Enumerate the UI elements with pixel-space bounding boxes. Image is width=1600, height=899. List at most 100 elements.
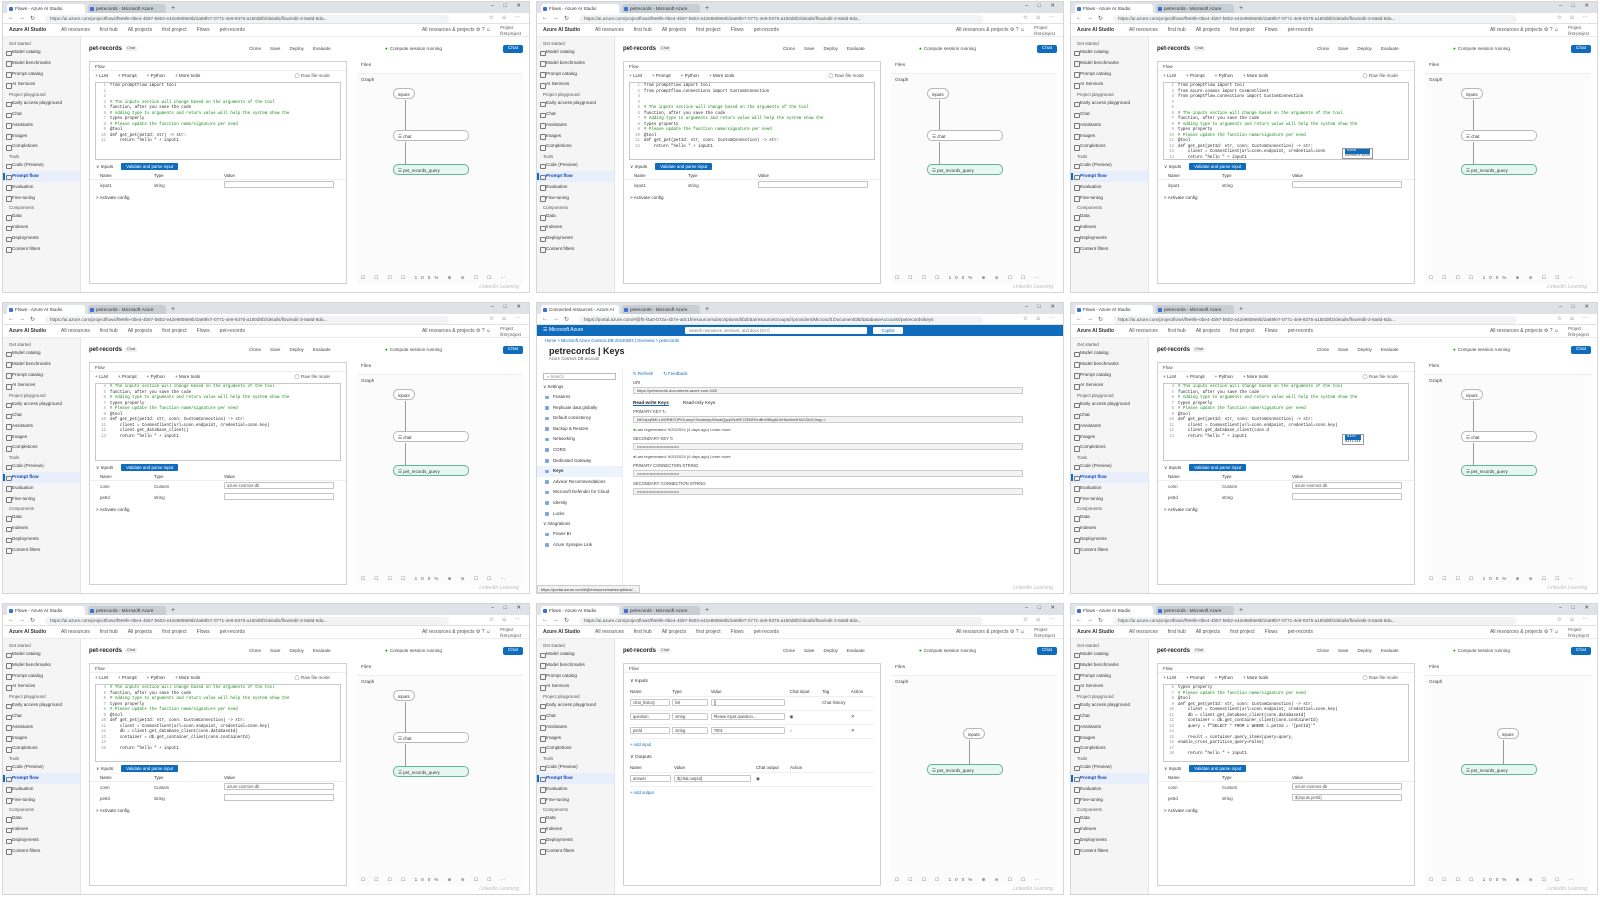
breadcrumb-item[interactable]: All resources [595,27,624,33]
back-icon[interactable]: ← [542,14,548,21]
menu-search-input[interactable]: ⌕ Search [543,373,616,380]
sidebar-item[interactable]: Completions [3,141,80,152]
input-value-field[interactable] [224,181,334,188]
graph-node-inputs[interactable]: inputs [1461,389,1483,400]
sidebar-item[interactable]: Evaluation [537,784,614,795]
raw-file-mode-toggle[interactable]: ◯ Raw file mode [294,73,330,78]
primary-connection-string-field[interactable]: •••••••••••••••••••••••••••••• [633,470,1023,477]
sidebar-item[interactable]: Chat [537,109,614,120]
tool-button[interactable]: + LLM [1163,675,1176,680]
action-button[interactable]: Deploy [1357,46,1372,51]
new-tab-icon[interactable]: + [171,306,176,313]
sidebar-item[interactable]: Assistants [3,120,80,131]
action-button[interactable]: Evaluate [1380,46,1399,51]
graph-node-chat[interactable]: ☰ chat [1461,431,1537,442]
breadcrumb-item[interactable]: first project [1230,328,1255,334]
breadcrumb-item[interactable]: Flows [1264,629,1278,635]
project-selector[interactable]: Project first-project [1034,25,1055,36]
sidebar-item[interactable]: Data [1071,211,1148,222]
sidebar-item[interactable]: AI Services [3,380,80,391]
project-selector[interactable]: Project first-project [500,326,521,337]
sidebar-item[interactable]: Early access playground [1071,399,1148,410]
sidebar-item[interactable]: Data [1071,512,1148,523]
tool-button[interactable]: + More tools [1242,73,1269,78]
menu-item[interactable]: Microsoft Defender for Cloud [537,487,622,498]
breadcrumb-item[interactable]: first hub [633,27,652,33]
breadcrumb-item[interactable]: Flows [196,629,210,635]
menu-item[interactable]: Power BI [537,529,622,540]
sidebar-item[interactable]: Deployments [537,835,614,846]
action-button[interactable]: Deploy [289,648,304,653]
graph-node-query[interactable]: ☰ pet_records_query [1461,764,1537,775]
action-button[interactable]: Save [270,347,281,352]
input-value-field[interactable] [1292,493,1402,500]
browser-tab[interactable]: Flows - Azure AI Studio [1075,606,1153,615]
sidebar-item[interactable]: Chat [1071,109,1148,120]
graph-toolbar[interactable]: ☐ ☐ ☐ ☐ 100% ⊕ ⊖ ☐ ☐ ⋯ [361,877,510,882]
sidebar-item[interactable]: Prompt flow [3,471,80,483]
window-controls[interactable]: – □ ✕ [1024,605,1059,611]
sidebar-item[interactable]: Code (Preview) [3,762,80,773]
window-controls[interactable]: – □ ✕ [490,3,525,9]
input-field[interactable]: ${chat.output} [674,775,752,782]
input-field[interactable]: string [672,713,709,720]
back-icon[interactable]: ← [1076,616,1082,623]
graph-node-inputs[interactable]: inputs [963,728,985,739]
action-button[interactable]: Clone [249,347,262,352]
back-icon[interactable]: ← [542,315,548,322]
sidebar-item[interactable]: Code (Preview) [3,160,80,171]
sidebar-item[interactable]: Deployments [537,233,614,244]
graph-node-chat[interactable]: ☰ chat [927,130,1003,141]
sidebar-item[interactable]: Content filters [1071,846,1148,857]
sidebar-item[interactable]: AI Services [537,681,614,692]
sidebar-item[interactable]: Prompt catalog [3,69,80,80]
action-button[interactable]: Deploy [1357,648,1372,653]
forward-icon[interactable]: → [1087,315,1093,322]
activate-config[interactable]: > Activate config [630,195,664,200]
menu-item[interactable]: Locks [537,509,622,520]
sidebar-item[interactable]: Code (Preview) [1071,461,1148,472]
window-controls[interactable]: – □ ✕ [490,605,525,611]
graph-node-query[interactable]: ☰ pet_records_query [393,465,469,476]
action-button[interactable]: Save [804,46,815,51]
sidebar-item[interactable]: Evaluation [537,182,614,193]
breadcrumb-item[interactable]: pet-records [1287,629,1313,635]
sidebar-item[interactable]: Fine-tuning [1071,193,1148,204]
action-button[interactable]: Clone [1317,46,1330,51]
breadcrumb-item[interactable]: Flows [730,27,744,33]
graph-toolbar[interactable]: ☐ ☐ ☐ ☐ 100% ⊕ ⊖ ☐ ☐ ⋯ [1429,576,1578,581]
tool-button[interactable]: + Python [146,374,165,379]
breadcrumb-item[interactable]: pet-records [1287,27,1313,33]
code-editor[interactable]: 6 types properly 7 # Please update the func… [1163,684,1409,762]
sidebar-item[interactable]: Data [1071,813,1148,824]
sidebar-item[interactable]: Evaluation [1071,182,1148,193]
breadcrumb-item[interactable]: first hub [1167,328,1186,334]
input-field[interactable]: question [630,713,670,720]
url-field[interactable]: https://ai.azure.com/projectflows/f9e9fe… [579,14,983,23]
sidebar-item[interactable]: Indexes [3,222,80,233]
sidebar-item[interactable]: Completions [1071,141,1148,152]
input-field[interactable]: Please input question... [710,713,785,720]
copilot-button[interactable]: Copilot [873,327,903,334]
azure-search-input[interactable]: Search resources, services, and docs (G+… [685,327,867,334]
refresh-icon[interactable]: ↻ [30,617,36,624]
action-button[interactable]: Deploy [289,46,304,51]
sidebar-item[interactable]: Model benchmarks [537,58,614,69]
sidebar-item[interactable]: Model catalog [3,348,80,359]
sidebar-item[interactable]: Model catalog [537,47,614,58]
browser-tab[interactable]: petrecords - Microsoft Azure [88,305,166,314]
tool-button[interactable]: + LLM [95,73,108,78]
input-field[interactable]: list [672,699,709,706]
sidebar-item[interactable]: Content filters [537,846,614,857]
action-button[interactable]: Clone [783,46,796,51]
breadcrumb-item[interactable]: All projects [127,328,153,334]
sidebar-item[interactable]: Code (Preview) [537,160,614,171]
sidebar-item[interactable]: Deployments [1071,835,1148,846]
sidebar-item[interactable]: Images [1071,131,1148,142]
input-value-field[interactable] [224,794,334,801]
sidebar-item[interactable]: Images [3,131,80,142]
sidebar-item[interactable]: Indexes [3,824,80,835]
graph-toolbar[interactable]: ☐ ☐ ☐ ☐ 100% ⊕ ⊖ ☐ ☐ ⋯ [361,275,510,280]
sidebar-item[interactable]: Completions [537,141,614,152]
sidebar-item[interactable]: Code (Preview) [537,762,614,773]
